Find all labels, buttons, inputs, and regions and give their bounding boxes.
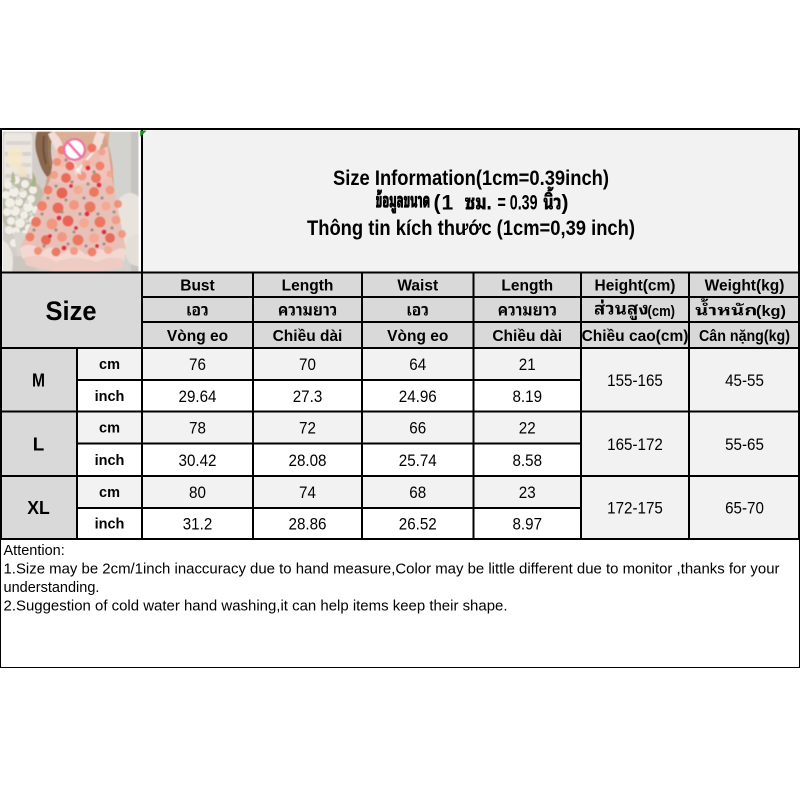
svg-text:understanding.: understanding. — [4, 580, 100, 596]
svg-text:8.19: 8.19 — [513, 388, 543, 406]
svg-text:22: 22 — [519, 420, 536, 438]
svg-text:28.08: 28.08 — [289, 452, 327, 470]
svg-text:cm: cm — [99, 421, 120, 437]
svg-text:1.Size may be 2cm/1inch inaccu: 1.Size may be 2cm/1inch inaccuracy due t… — [4, 562, 780, 578]
svg-text:21: 21 — [519, 356, 536, 374]
svg-text:Weight(kg): Weight(kg) — [705, 277, 785, 294]
svg-text:(cm): (cm) — [648, 303, 676, 320]
svg-text:70: 70 — [299, 356, 316, 374]
svg-text:L: L — [33, 433, 45, 454]
svg-text:76: 76 — [189, 356, 206, 374]
svg-text:31.2: 31.2 — [183, 516, 213, 534]
svg-text:25.74: 25.74 — [399, 452, 437, 470]
svg-text:Waist: Waist — [397, 277, 438, 294]
svg-text:Height(cm): Height(cm) — [595, 277, 676, 294]
svg-text:155-165: 155-165 — [607, 372, 663, 390]
svg-text:XL: XL — [27, 497, 50, 518]
svg-text:= 0.39: = 0.39 — [498, 192, 538, 215]
svg-text:cm: cm — [99, 485, 120, 501]
svg-text:Chiều cao(cm): Chiều cao(cm) — [582, 328, 689, 345]
svg-text:26.52: 26.52 — [399, 516, 437, 534]
svg-text:Thông tin kích thước (1cm=0,39: Thông tin kích thước (1cm=0,39 inch) — [307, 217, 635, 240]
svg-text:inch: inch — [95, 517, 125, 533]
svg-text:24.96: 24.96 — [399, 388, 437, 406]
svg-text:Vòng eo: Vòng eo — [167, 328, 228, 345]
svg-text:66: 66 — [409, 420, 426, 438]
svg-text:Chiều dài: Chiều dài — [273, 328, 343, 345]
svg-text:M: M — [32, 369, 45, 390]
svg-text:(: ( — [434, 192, 441, 215]
svg-text:23: 23 — [519, 484, 536, 502]
svg-text:72: 72 — [299, 420, 316, 438]
svg-text:172-175: 172-175 — [607, 500, 663, 518]
svg-text:Vòng eo: Vòng eo — [387, 328, 448, 345]
svg-text:68: 68 — [409, 484, 426, 502]
svg-text:Length: Length — [501, 277, 553, 294]
svg-text:78: 78 — [189, 420, 206, 438]
svg-text:30.42: 30.42 — [179, 452, 217, 470]
svg-text:29.64: 29.64 — [179, 388, 217, 406]
svg-text:55-65: 55-65 — [725, 436, 764, 454]
svg-text:165-172: 165-172 — [607, 436, 663, 454]
svg-text:64: 64 — [409, 356, 426, 374]
svg-text:45-55: 45-55 — [725, 372, 764, 390]
svg-text:Cân nặng(kg): Cân nặng(kg) — [699, 328, 790, 345]
svg-text:inch: inch — [95, 453, 125, 469]
svg-text:Size Information(1cm=0.39inch): Size Information(1cm=0.39inch) — [333, 167, 609, 190]
svg-text:Size: Size — [46, 296, 97, 326]
svg-text:28.86: 28.86 — [289, 516, 327, 534]
svg-text:(kg): (kg) — [756, 303, 786, 320]
svg-text:Attention:: Attention: — [4, 543, 65, 559]
svg-text:8.97: 8.97 — [513, 516, 543, 534]
svg-text:8.58: 8.58 — [513, 452, 543, 470]
svg-text:Length: Length — [282, 277, 334, 294]
svg-text:): ) — [562, 192, 569, 215]
svg-text:cm: cm — [99, 357, 120, 373]
svg-text:74: 74 — [299, 484, 316, 502]
svg-text:Chiều dài: Chiều dài — [492, 328, 562, 345]
svg-text:80: 80 — [189, 484, 206, 502]
svg-text:27.3: 27.3 — [293, 388, 323, 406]
svg-text:2.Suggestion of cold water han: 2.Suggestion of cold water hand washing,… — [4, 599, 508, 615]
svg-text:Bust: Bust — [180, 277, 214, 294]
svg-text:inch: inch — [95, 389, 125, 405]
svg-text:65-70: 65-70 — [725, 500, 764, 518]
svg-text:1: 1 — [442, 192, 454, 215]
